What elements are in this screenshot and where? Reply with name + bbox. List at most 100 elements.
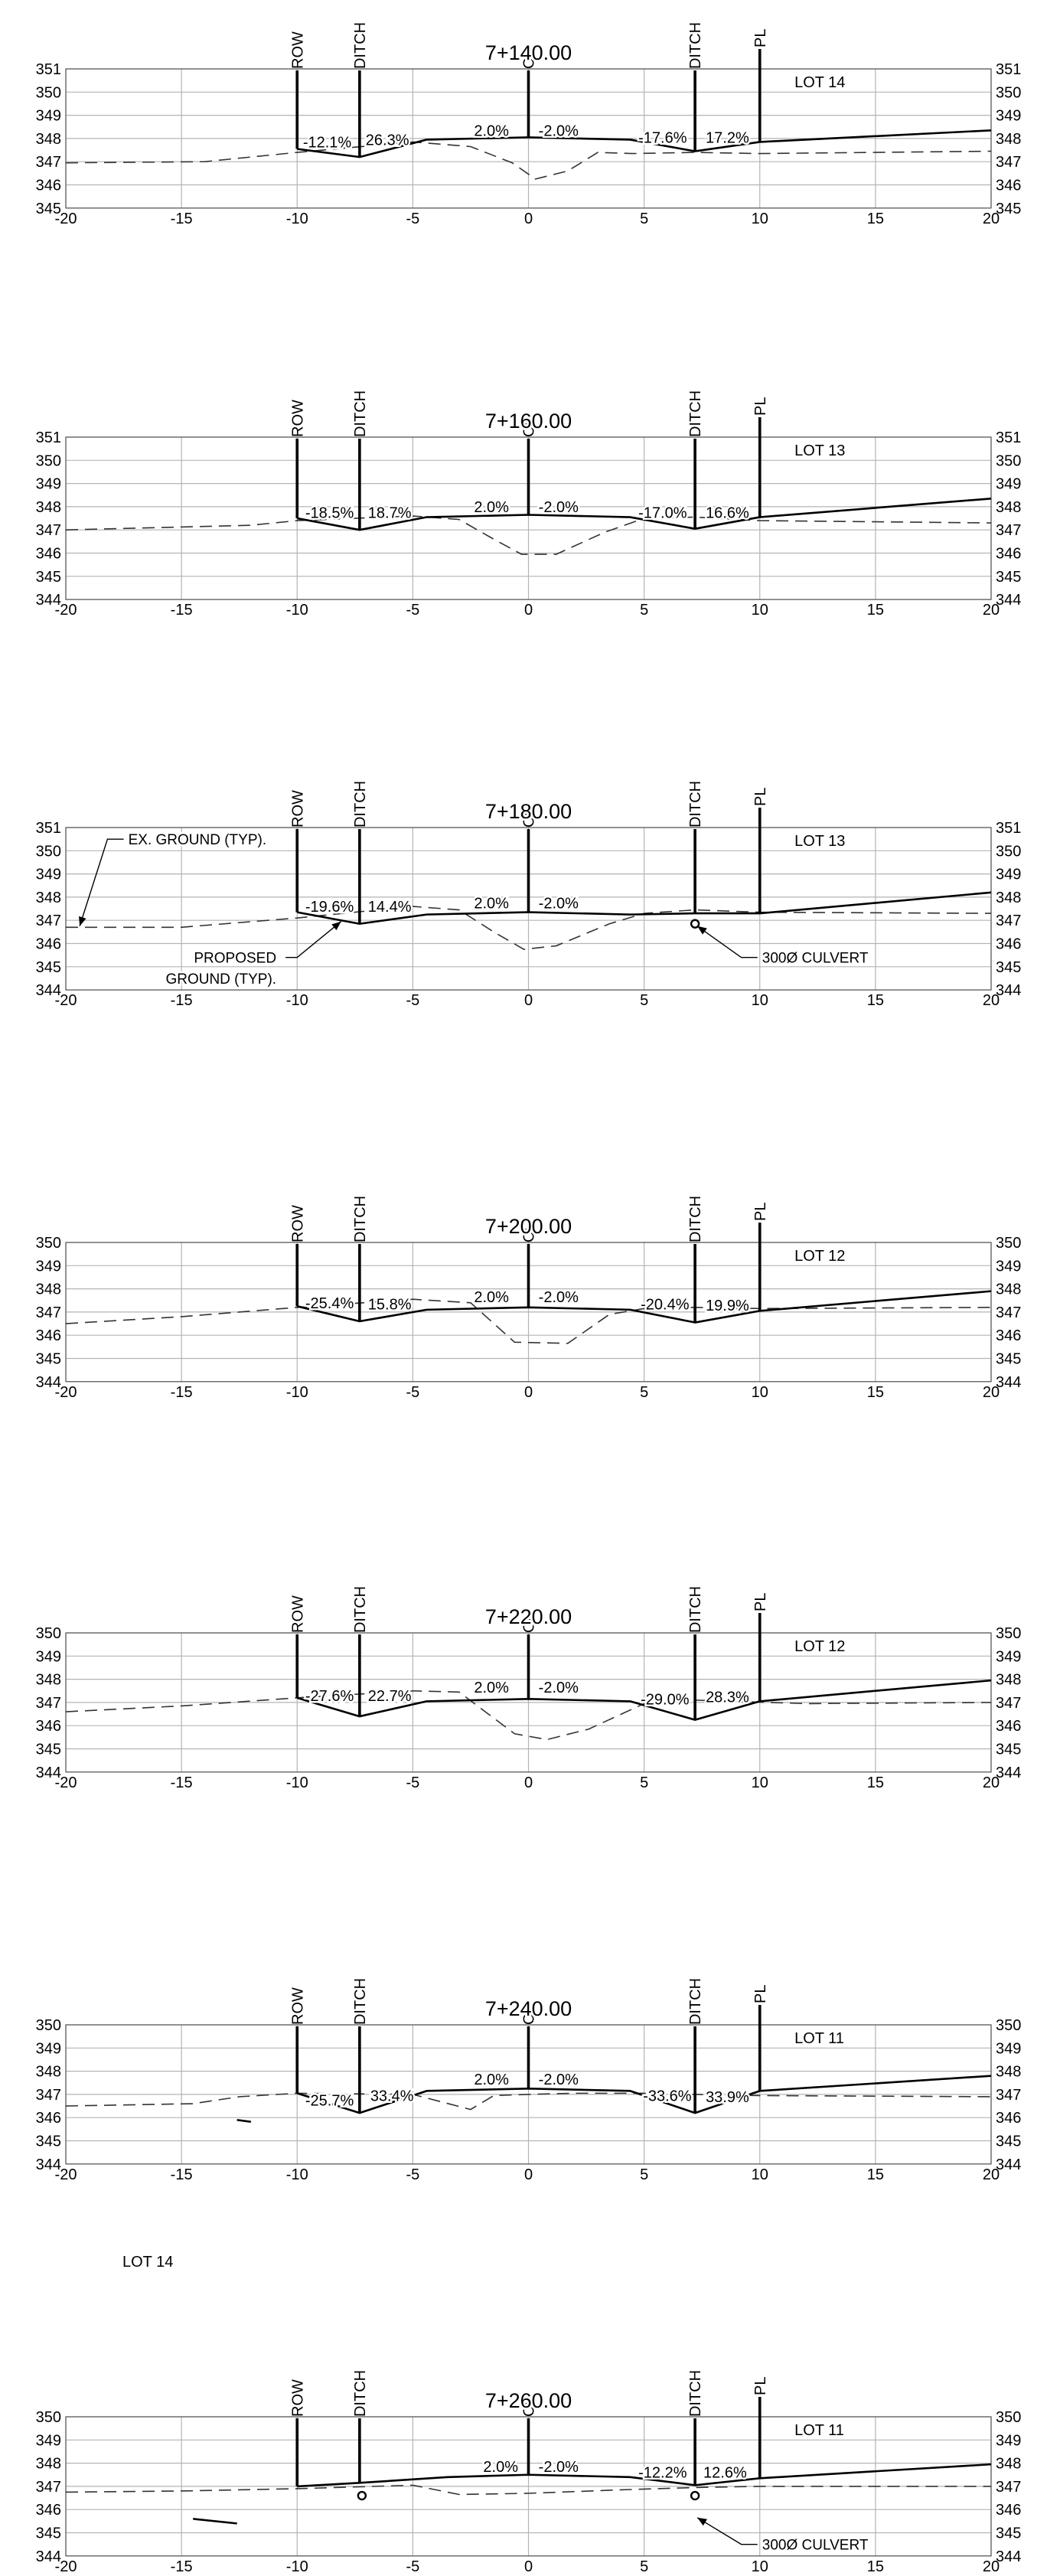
slope-label: -25.4% [305, 1295, 354, 1312]
slope-label: -12.1% [303, 134, 352, 151]
section-panel: 344 344 345 345 346 346 347 347 348 348 349 349 350 3… [36, 1586, 1022, 1791]
y-tick-left: 345 [36, 569, 61, 586]
leader-arrowhead [79, 916, 86, 926]
y-tick-right: 345 [996, 201, 1021, 217]
y-tick-right: 349 [996, 2040, 1021, 2057]
x-tick: -20 [55, 602, 77, 619]
slope-label: 28.3% [706, 1689, 749, 1706]
note-text: PROPOSED [194, 951, 276, 967]
x-tick: 5 [640, 2166, 648, 2183]
proposed-ground-line [297, 129, 992, 158]
y-tick-right: 348 [996, 2456, 1021, 2473]
cross-section-panels: 345 345 346 346 347 347 348 348 349 349 350 350 351 3… [36, 22, 1022, 2575]
y-tick-right: 347 [996, 1695, 1021, 1712]
note-leader [696, 2517, 758, 2545]
y-tick-left: 348 [36, 1672, 61, 1689]
y-tick-right: 347 [996, 522, 1021, 539]
y-tick-right: 345 [996, 2134, 1021, 2150]
proposed-ground-line [297, 2463, 992, 2488]
marker-label-pl: PL [752, 788, 769, 806]
y-tick-left: 344 [36, 1374, 61, 1391]
y-tick-right: 349 [996, 1648, 1021, 1665]
y-tick-right: 349 [996, 1258, 1021, 1275]
y-tick-right: 346 [996, 2502, 1021, 2519]
y-tick-right: 348 [996, 1672, 1021, 1689]
x-tick: -15 [171, 1774, 193, 1791]
lot-label: LOT 12 [794, 1248, 845, 1265]
y-tick-right: 350 [996, 1625, 1021, 1642]
y-tick-left: 347 [36, 2479, 61, 2496]
marker-label-pl: PL [752, 1985, 769, 2003]
y-tick-left: 348 [36, 2064, 61, 2081]
y-tick-left: 347 [36, 1695, 61, 1712]
y-tick-right: 350 [996, 843, 1021, 860]
panel-frame [65, 827, 992, 991]
slope-label: -2.0% [539, 499, 579, 516]
note-leader [696, 926, 758, 958]
x-tick: 0 [524, 1384, 533, 1401]
marker-label-ditch: DITCH [352, 1978, 369, 2025]
y-tick-left: 348 [36, 1281, 61, 1298]
x-tick: 15 [867, 2166, 884, 2183]
y-tick-left: 347 [36, 154, 61, 171]
marker-label-ditch: DITCH [687, 781, 704, 828]
x-tick: -10 [286, 2166, 308, 2183]
proposed-ground-line [296, 2075, 992, 2114]
slope-label: -2.0% [539, 1680, 579, 1696]
section-panel: 345 345 346 346 347 347 348 348 349 349 350 350 351 3… [36, 22, 1022, 227]
note-text: GROUND (TYP). [165, 971, 276, 988]
lot-label: LOT 14 [794, 74, 845, 91]
y-tick-left: 346 [36, 546, 61, 563]
y-tick-left: 346 [36, 1718, 61, 1735]
x-tick: 10 [752, 211, 768, 227]
y-tick-right: 344 [996, 2156, 1021, 2173]
stray-line [193, 2518, 237, 2525]
x-tick: -10 [286, 602, 308, 619]
existing-ground-line [65, 1298, 992, 1344]
culvert-symbol [690, 2490, 700, 2501]
x-tick: 5 [640, 2558, 648, 2575]
panel-frame [65, 1242, 992, 1383]
existing-ground-line [65, 515, 992, 555]
y-tick-left: 351 [36, 429, 61, 446]
y-tick-left: 349 [36, 108, 61, 125]
slope-label: -12.2% [638, 2465, 687, 2482]
section-panel: 344 344 345 345 346 346 347 347 348 348 349 349 350 3… [36, 781, 1022, 1009]
y-tick-right: 349 [996, 108, 1021, 125]
y-tick-right: 346 [996, 1327, 1021, 1344]
slope-label: -33.6% [643, 2088, 692, 2104]
y-tick-right: 346 [996, 178, 1021, 194]
culvert-symbol [690, 919, 700, 929]
y-tick-right: 345 [996, 1351, 1021, 1368]
slope-label: 2.0% [474, 499, 509, 516]
x-tick: -15 [171, 1384, 193, 1401]
y-tick-right: 349 [996, 867, 1021, 883]
y-tick-right: 346 [996, 1718, 1021, 1735]
y-tick-left: 348 [36, 2456, 61, 2473]
y-tick-right: 345 [996, 2525, 1021, 2542]
y-tick-right: 345 [996, 959, 1021, 976]
slope-label: 33.4% [370, 2088, 414, 2104]
lot-label: LOT 12 [794, 1638, 845, 1655]
y-tick-left: 348 [36, 890, 61, 906]
y-tick-right: 348 [996, 499, 1021, 516]
x-tick: -5 [406, 2558, 419, 2575]
y-tick-right: 349 [996, 2432, 1021, 2449]
x-tick: 10 [752, 992, 768, 1009]
proposed-ground-line [296, 1290, 992, 1324]
y-tick-right: 344 [996, 1765, 1021, 1781]
y-tick-right: 348 [996, 2064, 1021, 2081]
y-tick-left: 345 [36, 201, 61, 217]
y-tick-right: 348 [996, 1281, 1021, 1298]
marker-label-cl: CL [521, 2005, 538, 2025]
x-tick: 0 [524, 1774, 533, 1791]
marker-label-cl: CL [521, 1613, 538, 1633]
y-tick-right: 350 [996, 452, 1021, 469]
lot-label: LOT 11 [794, 2030, 844, 2047]
x-tick: 15 [867, 2558, 884, 2575]
x-tick: -15 [171, 602, 193, 619]
note-text: 300Ø CULVERT [762, 951, 869, 967]
y-tick-right: 350 [996, 2409, 1021, 2426]
x-tick: -5 [406, 1774, 419, 1791]
